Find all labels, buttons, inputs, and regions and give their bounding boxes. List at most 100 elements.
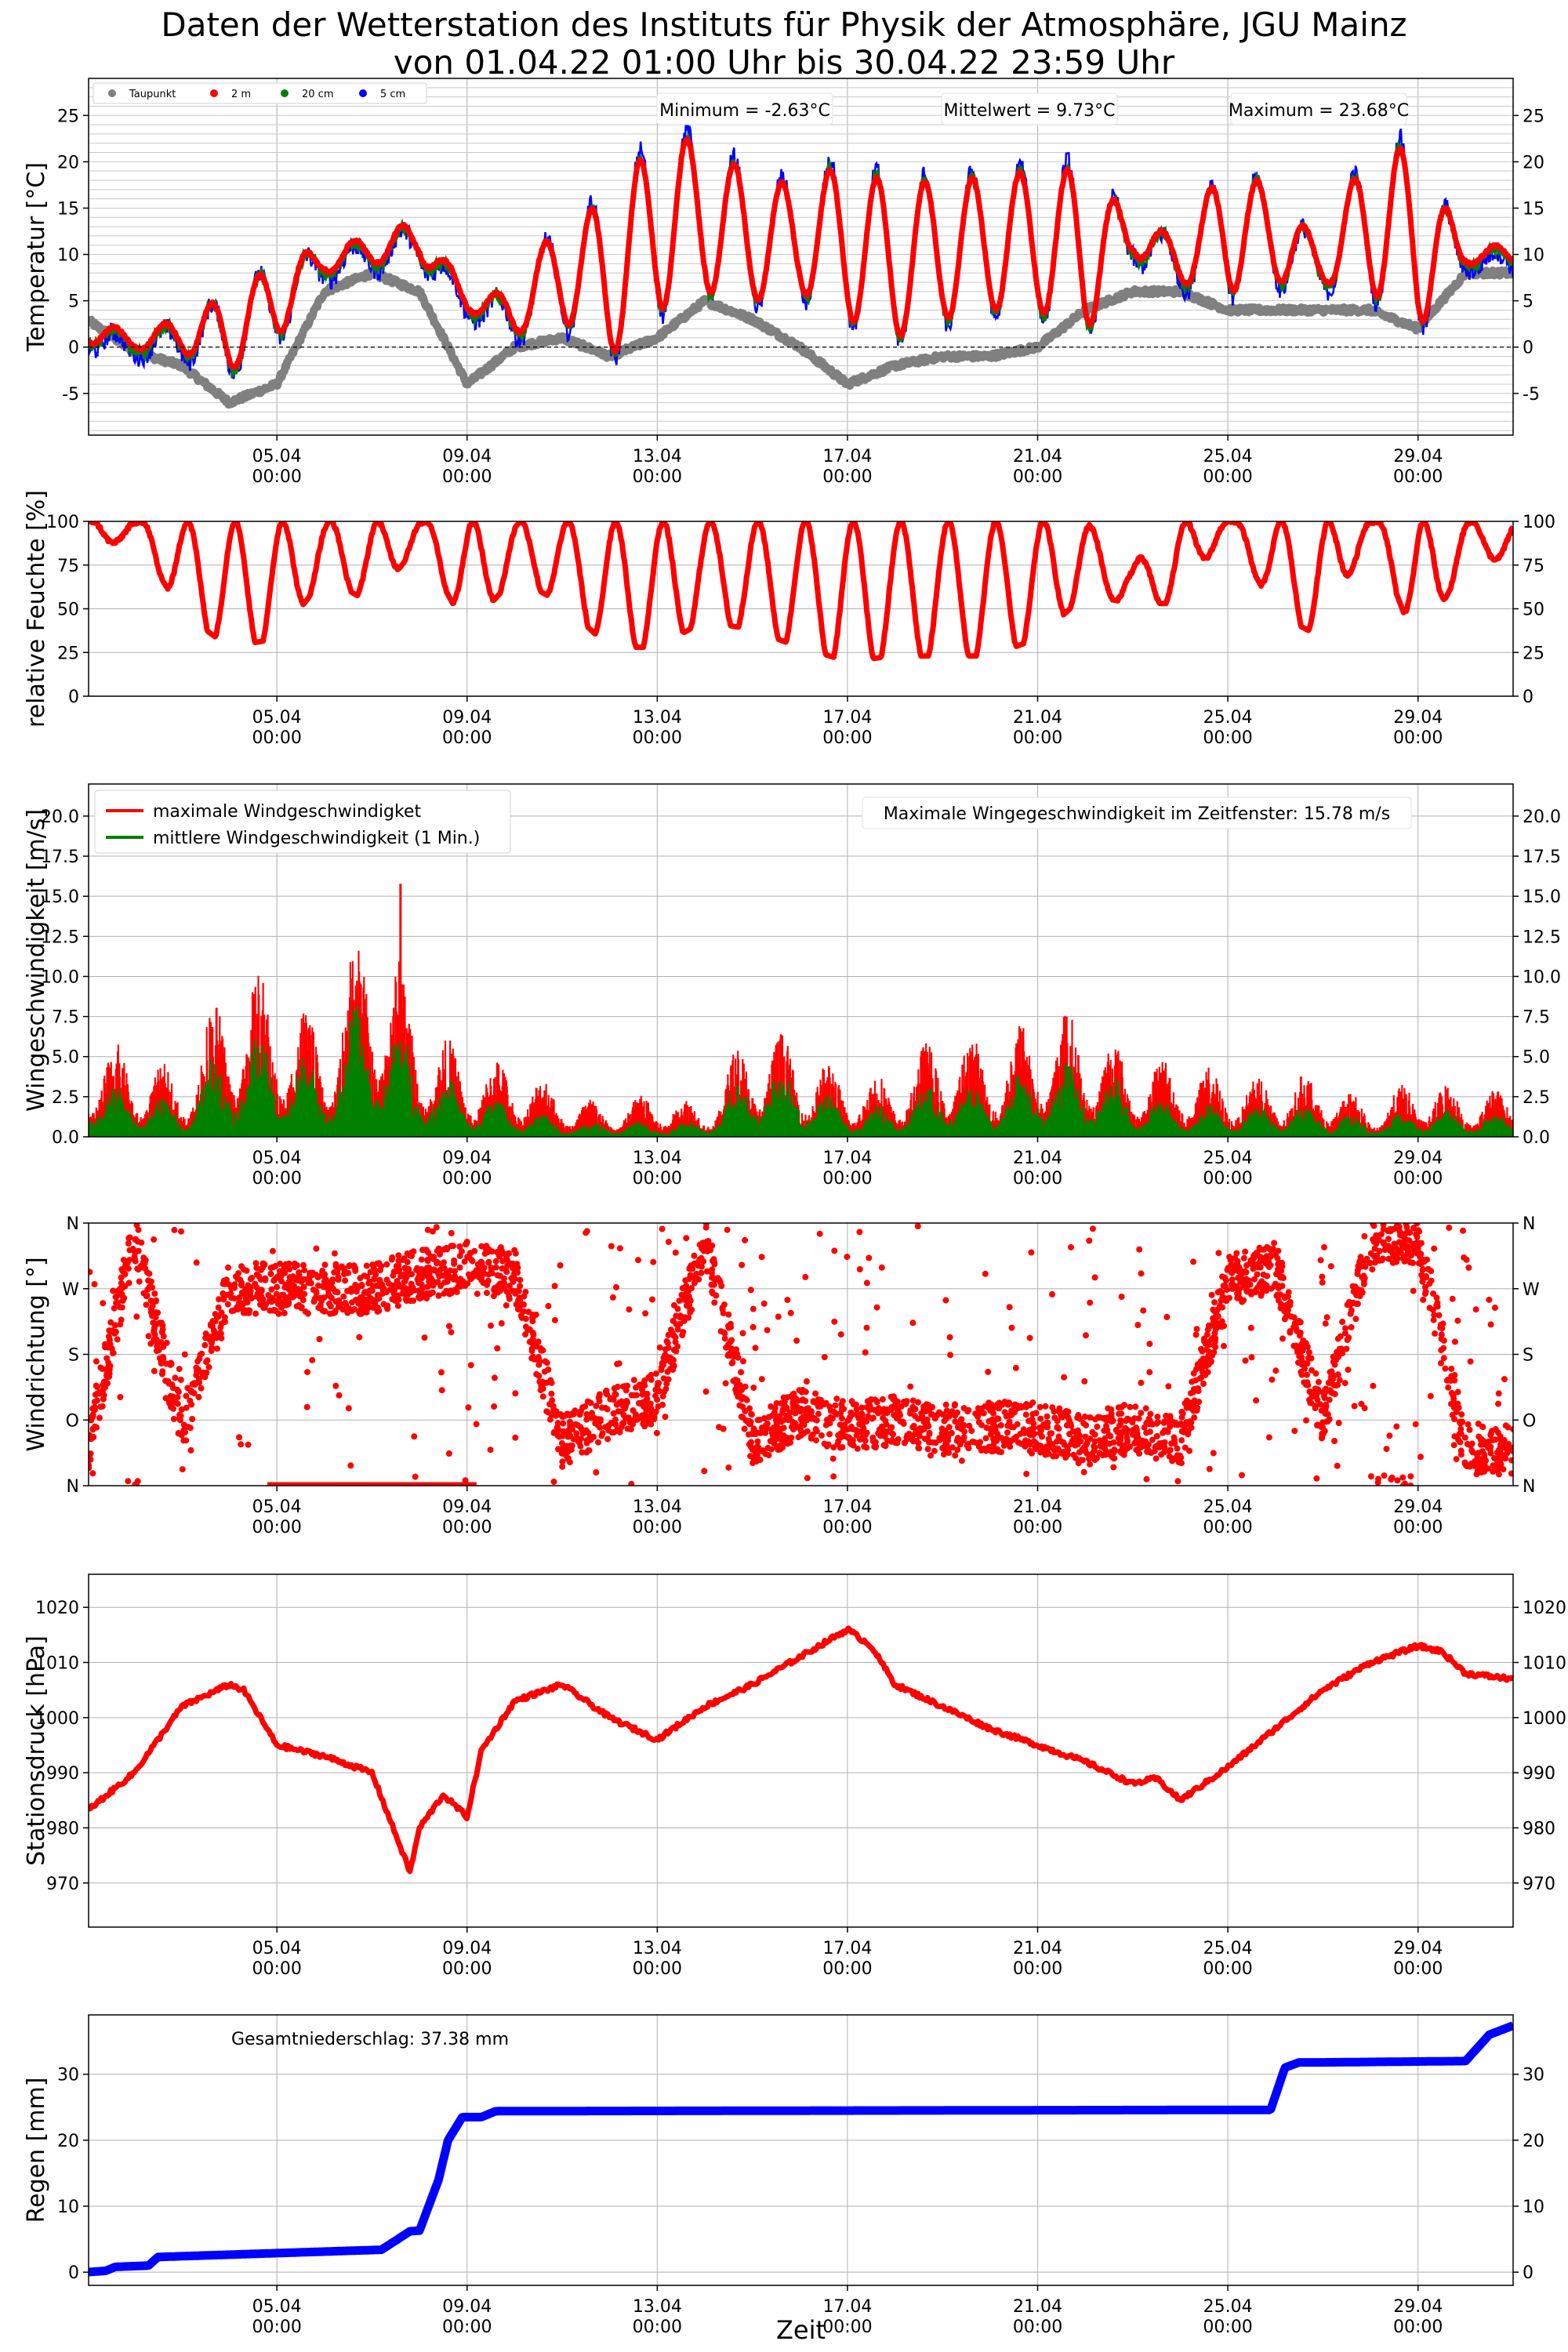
series-humidity — [89, 521, 1513, 662]
x-tick-date: 17.04 — [822, 1497, 872, 1517]
y-tick-label-right: 980 — [1523, 1819, 1555, 1838]
y-tick-label-left: 20 — [57, 153, 79, 172]
x-tick-date: 29.04 — [1393, 708, 1443, 728]
x-tick-date: 13.04 — [633, 1497, 682, 1517]
y-axis-label: Regen [mm] — [23, 2078, 50, 2223]
x-tick-date: 09.04 — [442, 1497, 492, 1517]
wind-annotation-text: Maximale Wingegeschwindigkeit im Zeitfen… — [884, 804, 1390, 824]
y-tick-label-left: 2.5 — [52, 1088, 79, 1108]
y-tick-label-left: 970 — [46, 1875, 79, 1894]
y-tick-label-left: 0.0 — [52, 1128, 79, 1148]
stat-box: Maximum = 23.68°C — [1229, 93, 1409, 125]
x-tick-time: 00:00 — [633, 1169, 682, 1189]
y-tick-label-left: N — [67, 1477, 79, 1497]
wind-speed-panel: 0.0 0.0 2.5 2.5 5.0 5.0 7.5 7.5 10.0 10.0 12.5 12.5… — [23, 783, 1561, 1189]
y-tick-label-right: 1020 — [1523, 1599, 1566, 1618]
y-tick-label-right: 1010 — [1523, 1654, 1566, 1674]
x-tick-time: 00:00 — [252, 1169, 301, 1189]
y-tick-label-right: 15 — [1523, 199, 1544, 219]
y-tick-label-right: 10 — [1523, 2198, 1544, 2217]
x-tick-time: 00:00 — [822, 728, 872, 748]
y-tick-label-left: 50 — [57, 601, 79, 620]
x-tick-time: 00:00 — [1013, 1959, 1062, 1979]
y-tick-label-left: 5 — [68, 292, 79, 312]
y-tick-label-left: S — [68, 1346, 79, 1366]
x-tick-time: 00:00 — [1393, 1959, 1443, 1979]
x-tick-time: 00:00 — [1203, 467, 1252, 487]
y-tick-label-right: 20 — [1523, 153, 1544, 172]
x-tick-time: 00:00 — [442, 2318, 492, 2337]
x-tick-time: 00:00 — [822, 467, 872, 487]
legend-label: maximale Windgeschwindigket — [153, 802, 421, 822]
series-wind-mean — [89, 1006, 1513, 1137]
x-tick-date: 21.04 — [1013, 447, 1062, 466]
temperature-legend: Taupunkt 2 m 20 cm 5 cm — [93, 82, 427, 104]
y-tick-label-left: 980 — [46, 1819, 79, 1838]
x-tick-time: 00:00 — [442, 1959, 492, 1979]
y-tick-label-left: 12.5 — [41, 927, 79, 947]
x-tick-time: 00:00 — [1393, 1169, 1443, 1189]
x-tick-time: 00:00 — [252, 467, 301, 487]
y-tick-label-left: 15.0 — [41, 887, 79, 907]
y-tick-label-right: 20.0 — [1523, 808, 1561, 827]
legend-label: 20 cm — [302, 89, 334, 100]
x-tick-date: 21.04 — [1013, 1939, 1062, 1958]
x-tick-date: 09.04 — [442, 447, 492, 466]
wind-legend: maximale Windgeschwindigket mittlere Wind… — [94, 789, 511, 854]
x-tick-date: 29.04 — [1393, 1939, 1443, 1958]
x-tick-time: 00:00 — [442, 1169, 492, 1189]
x-tick-time: 00:00 — [252, 1518, 301, 1537]
y-tick-label-right: 0 — [1523, 688, 1534, 707]
y-tick-label-left: 25 — [57, 107, 79, 126]
pressure-panel: 970 970 980 980 990 990 1000 1000 1010 1010 1020 10… — [23, 1573, 1566, 1979]
y-tick-label-left: 30 — [57, 2066, 79, 2085]
x-tick-date: 13.04 — [633, 2297, 682, 2317]
y-tick-label-right: 0.0 — [1523, 1128, 1550, 1148]
y-tick-label-left: 15 — [57, 199, 79, 219]
y-tick-label-right: 5 — [1523, 292, 1534, 312]
x-tick-date: 25.04 — [1203, 1149, 1253, 1168]
y-tick-label-left: 75 — [57, 557, 79, 576]
x-tick-date: 09.04 — [442, 2297, 492, 2317]
x-tick-time: 00:00 — [1203, 1959, 1252, 1979]
x-tick-date: 05.04 — [252, 1149, 302, 1168]
x-tick-date: 25.04 — [1203, 2297, 1253, 2317]
y-tick-label-left: N — [67, 1214, 79, 1234]
y-tick-label-right: 15.0 — [1523, 887, 1561, 907]
x-tick-time: 00:00 — [1393, 467, 1443, 487]
legend-label: mittlere Windgeschwindigkeit (1 Min.) — [153, 829, 480, 848]
x-tick-time: 00:00 — [252, 1959, 301, 1979]
legend-marker — [210, 89, 218, 97]
x-tick-date: 17.04 — [822, 447, 872, 466]
y-tick-label-right: N — [1523, 1477, 1535, 1497]
legend-marker — [281, 89, 289, 97]
x-tick-date: 29.04 — [1393, 1497, 1443, 1517]
axes-frame — [88, 1222, 1514, 1486]
x-tick-date: 13.04 — [633, 1149, 682, 1168]
y-axis-label: Stationsdruck [hPa] — [23, 1635, 50, 1866]
x-tick-time: 00:00 — [1393, 1518, 1443, 1537]
y-tick-label-left: 10 — [57, 246, 79, 266]
y-tick-label-right: 5.0 — [1523, 1048, 1550, 1068]
legend-marker — [359, 89, 367, 97]
x-tick-date: 09.04 — [442, 708, 492, 728]
stat-box: Mittelwert = 9.73°C — [941, 93, 1118, 125]
stat-box: Minimum = -2.63°C — [656, 93, 833, 125]
stat-text: Minimum = -2.63°C — [659, 101, 830, 121]
figure-title: Daten der Wetterstation des Instituts fü… — [0, 6, 1568, 82]
x-tick-time: 00:00 — [822, 1169, 872, 1189]
y-tick-label-left: 1010 — [35, 1654, 79, 1674]
y-tick-label-left: 100 — [46, 513, 79, 532]
axes-frame — [88, 1573, 1514, 1928]
y-axis-label: relative Feuchte [%] — [23, 490, 50, 728]
x-tick-time: 00:00 — [252, 728, 301, 748]
x-tick-time: 00:00 — [822, 2318, 872, 2337]
axes-frame — [88, 78, 1514, 436]
y-tick-label-right: 7.5 — [1523, 1008, 1550, 1028]
y-tick-label-left: 17.5 — [41, 848, 79, 867]
y-tick-label-right: 50 — [1523, 601, 1544, 620]
title-line-1: Daten der Wetterstation des Instituts fü… — [161, 5, 1407, 44]
y-tick-label-right: 0 — [1523, 339, 1534, 358]
wind-direction-panel: N NO OS SW WN N05.0400:0009.0400:0013.0400:00… — [23, 1214, 1540, 1537]
